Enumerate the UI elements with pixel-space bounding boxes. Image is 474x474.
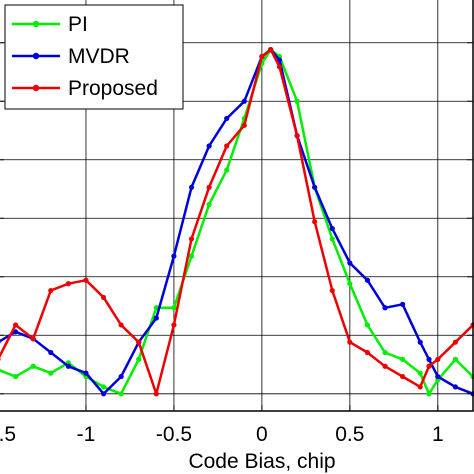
data-point [0, 368, 1, 372]
plot-frame [0, 0, 474, 412]
legend: PI MVDR Proposed [4, 4, 184, 110]
data-point [206, 201, 212, 208]
legend-label: MVDR [68, 45, 130, 68]
data-point [276, 64, 283, 70]
data-point [382, 363, 388, 369]
data-point [65, 281, 71, 287]
data-point [426, 356, 432, 362]
data-point [206, 184, 212, 190]
series-line [0, 48, 474, 396]
legend-label: Proposed [68, 77, 158, 100]
data-point [65, 363, 71, 369]
data-point [153, 391, 159, 397]
data-point [171, 253, 177, 259]
data-point [171, 305, 177, 311]
data-point [48, 287, 54, 294]
data-point [188, 184, 195, 190]
ticks [0, 42, 473, 411]
data-point [188, 253, 195, 259]
data-point [364, 322, 371, 328]
data-point [364, 277, 371, 283]
legend-label: PI [68, 13, 88, 36]
data-point [241, 122, 247, 128]
data-point [452, 339, 459, 345]
data-point [48, 370, 54, 376]
data-point [100, 294, 107, 301]
series-layer [0, 47, 474, 397]
data-point [435, 356, 441, 362]
data-point [312, 184, 318, 190]
data-point [12, 322, 19, 328]
x-tick-label: 1 [432, 423, 444, 446]
data-point [100, 391, 107, 397]
data-point [382, 305, 388, 311]
data-point [417, 339, 423, 345]
data-point [382, 349, 388, 356]
x-tick-label: -0.5 [156, 423, 192, 446]
data-point [206, 143, 212, 149]
series-proposed [0, 47, 474, 397]
data-point [241, 98, 247, 104]
data-point [118, 373, 124, 380]
data-point [347, 281, 353, 287]
data-point [224, 115, 230, 122]
data-point [452, 356, 459, 362]
data-point [312, 219, 318, 225]
data-point [329, 236, 335, 242]
data-point [259, 53, 265, 60]
tick-labels: -1.5 -1 -0.5 0 0.5 1 [0, 423, 444, 446]
x-tick-label: -1.5 [0, 423, 16, 446]
data-point [426, 391, 432, 397]
data-point [12, 373, 19, 380]
data-point [294, 98, 300, 104]
data-point [400, 373, 406, 380]
data-point [83, 370, 89, 376]
data-point [435, 373, 441, 380]
series-line [0, 48, 474, 396]
data-point [118, 322, 124, 328]
data-point [224, 143, 230, 149]
x-tick-label: 0.5 [335, 423, 364, 446]
data-point [294, 133, 300, 139]
data-point [452, 384, 459, 390]
data-point [30, 363, 36, 369]
data-point [136, 339, 142, 345]
data-point [400, 301, 406, 307]
data-point [83, 277, 89, 283]
data-point [417, 370, 423, 376]
legend-marker [32, 84, 40, 92]
data-point [118, 391, 124, 397]
data-point [224, 167, 230, 173]
data-point [30, 336, 36, 342]
legend-marker [32, 52, 40, 60]
data-point [12, 329, 19, 335]
data-point [188, 236, 195, 242]
data-point [171, 322, 177, 328]
legend-marker [32, 20, 40, 28]
data-point [347, 260, 353, 266]
data-point [400, 356, 406, 362]
data-point [0, 340, 1, 344]
data-point [347, 339, 353, 345]
data-point [100, 384, 107, 390]
data-point [364, 349, 371, 356]
data-point [136, 356, 142, 362]
data-point [426, 363, 432, 369]
x-axis-label: Code Bias, chip [188, 450, 335, 473]
data-point [329, 225, 335, 232]
data-point [0, 357, 1, 362]
data-point [153, 315, 159, 321]
x-tick-label: 0 [256, 423, 268, 446]
data-point [417, 384, 423, 390]
data-point [329, 287, 335, 294]
data-point [48, 349, 54, 356]
x-tick-label: -1 [77, 423, 96, 446]
data-point [276, 57, 283, 63]
data-point [268, 47, 274, 53]
